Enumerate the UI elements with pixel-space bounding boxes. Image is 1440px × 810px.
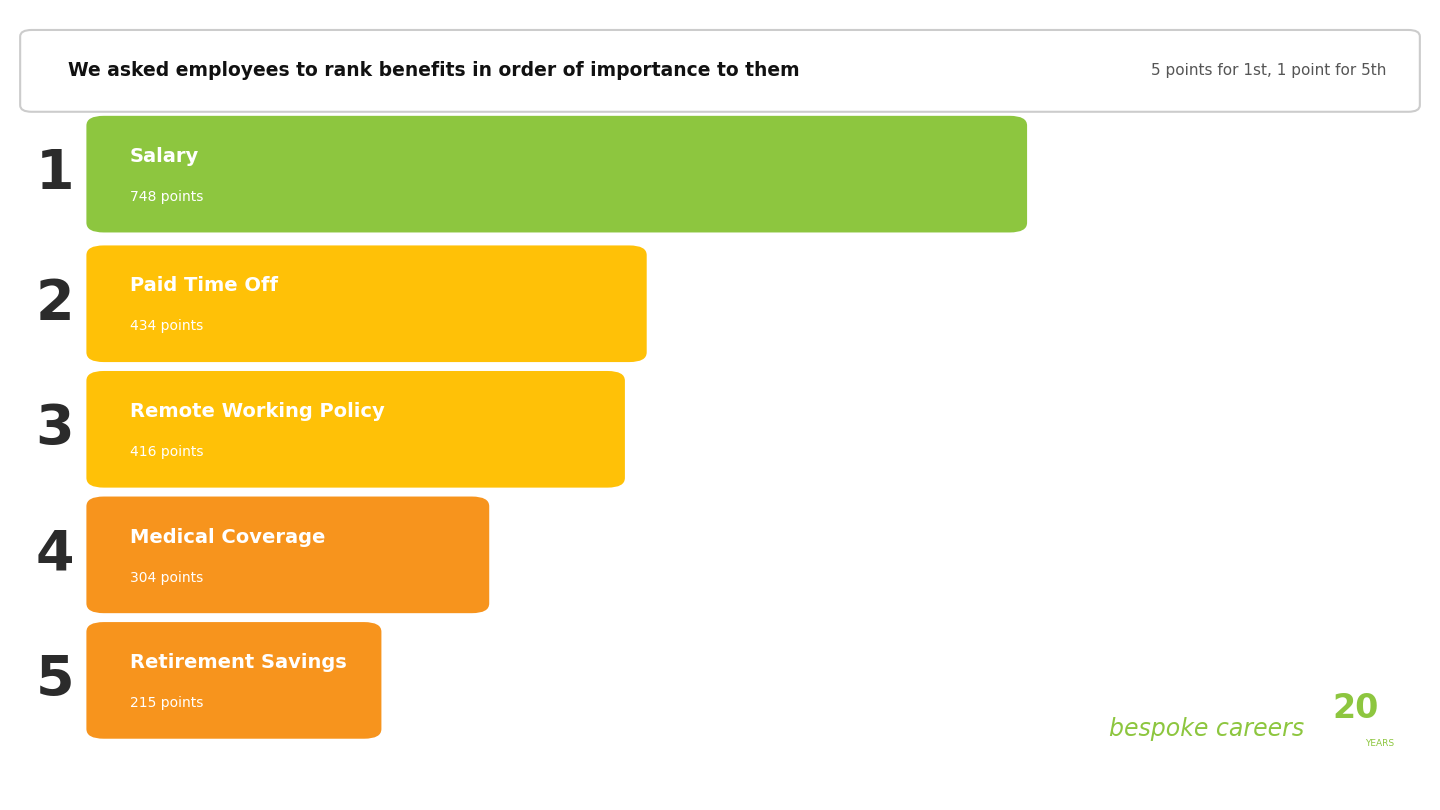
Text: Retirement Savings: Retirement Savings [130,653,347,672]
Text: 5 points for 1st, 1 point for 5th: 5 points for 1st, 1 point for 5th [1152,63,1387,79]
Text: 215 points: 215 points [130,696,203,710]
Text: 5: 5 [36,654,73,707]
Text: 434 points: 434 points [130,319,203,334]
Text: Salary: Salary [130,147,199,166]
FancyBboxPatch shape [86,116,1027,232]
FancyBboxPatch shape [86,245,647,362]
Text: We asked employees to rank benefits in order of importance to them: We asked employees to rank benefits in o… [68,62,799,80]
FancyBboxPatch shape [86,622,382,739]
Text: YEARS: YEARS [1365,739,1394,748]
FancyBboxPatch shape [86,497,490,613]
Text: 2: 2 [36,277,73,330]
Text: 304 points: 304 points [130,570,203,585]
Text: Medical Coverage: Medical Coverage [130,527,325,547]
Text: 20: 20 [1332,693,1378,725]
Text: 416 points: 416 points [130,445,203,459]
Text: 3: 3 [36,403,73,456]
Text: 4: 4 [36,528,73,582]
FancyBboxPatch shape [20,30,1420,112]
Text: bespoke careers: bespoke careers [1109,717,1305,741]
Text: Remote Working Policy: Remote Working Policy [130,402,384,421]
Text: Paid Time Off: Paid Time Off [130,276,278,296]
Text: 1: 1 [36,147,73,201]
FancyBboxPatch shape [86,371,625,488]
Text: 748 points: 748 points [130,190,203,204]
